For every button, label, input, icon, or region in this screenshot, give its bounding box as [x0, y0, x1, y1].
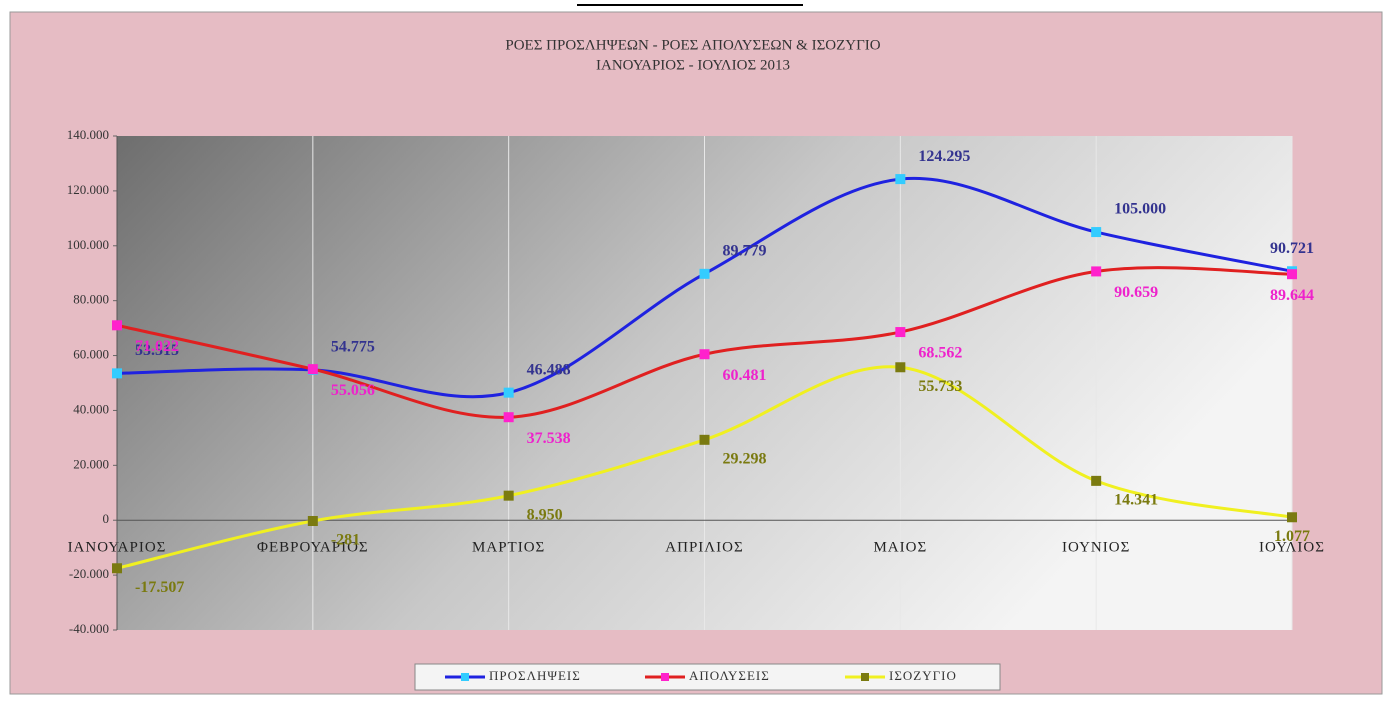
legend — [414, 663, 1001, 691]
data-label: 46.488 — [527, 361, 571, 378]
legend-label: ΙΣΟΖΥΓΙΟ — [889, 668, 957, 683]
data-label: 89.779 — [723, 243, 767, 260]
y-tick-label: -40.000 — [69, 621, 109, 636]
marker — [503, 387, 514, 398]
chart-subtitle: ΙΑΝΟΥΑΡΙΟΣ - ΙΟΥΛΙΟΣ 2013 — [596, 57, 790, 73]
marker — [503, 490, 514, 501]
y-tick-label: 100.000 — [67, 237, 109, 252]
marker — [699, 349, 710, 360]
marker — [307, 364, 318, 375]
marker — [895, 362, 906, 373]
y-tick-label: 60.000 — [73, 347, 109, 362]
data-label: 89.644 — [1270, 287, 1314, 304]
marker — [1287, 512, 1297, 523]
data-label: 90.721 — [1270, 240, 1314, 257]
marker — [1287, 269, 1297, 280]
marker — [503, 412, 514, 423]
y-tick-label: -20.000 — [69, 566, 109, 581]
x-tick-label: ΑΠΡΙΛΙΟΣ — [665, 540, 743, 556]
data-label: 105.000 — [1114, 201, 1166, 218]
marker — [112, 563, 122, 574]
data-label: 54.775 — [331, 339, 375, 356]
y-tick-label: 140.000 — [67, 127, 109, 142]
marker — [895, 327, 906, 338]
marker — [1091, 227, 1102, 238]
marker — [1091, 475, 1102, 486]
data-label: -281 — [331, 532, 360, 549]
x-tick-label: ΙΟΥΝΙΟΣ — [1062, 540, 1130, 556]
y-tick-label: 20.000 — [73, 456, 109, 471]
data-label: 60.481 — [723, 367, 767, 384]
x-tick-label: ΜΑΙΟΣ — [873, 540, 927, 556]
marker — [895, 174, 906, 185]
chart-title: ΡΟΕΣ ΠΡΟΣΛΗΨΕΩΝ - ΡΟΕΣ ΑΠΟΛΥΣΕΩΝ & ΙΣΟΖΥ… — [505, 37, 880, 53]
legend-marker — [861, 673, 869, 681]
y-tick-label: 0 — [103, 511, 110, 526]
x-tick-label: ΜΑΡΤΙΟΣ — [472, 540, 545, 556]
marker — [1091, 266, 1102, 277]
data-label: 124.295 — [918, 148, 970, 165]
marker — [112, 368, 122, 379]
data-label: 55.733 — [918, 378, 962, 395]
data-label: 37.538 — [527, 430, 571, 447]
data-label: 71.022 — [135, 338, 179, 355]
x-tick-label: ΙΟΥΛΙΟΣ — [1259, 540, 1325, 556]
marker — [699, 268, 710, 279]
y-tick-label: 120.000 — [67, 182, 109, 197]
legend-label: ΑΠΟΛΥΣΕΙΣ — [689, 668, 770, 683]
marker — [699, 434, 710, 445]
data-label: 29.298 — [723, 450, 767, 467]
legend-marker — [661, 673, 669, 681]
x-tick-label: ΦΕΒΡΟΥΑΡΙΟΣ — [257, 540, 369, 556]
marker — [112, 320, 122, 331]
data-label: 8.950 — [527, 506, 563, 523]
data-label: 53.515 — [135, 342, 179, 359]
legend-marker — [461, 673, 469, 681]
data-label: 1.077 — [1274, 528, 1310, 545]
data-label: 68.562 — [918, 345, 962, 362]
legend-label: ΠΡΟΣΛΗΨΕΙΣ — [489, 668, 581, 683]
y-tick-label: 40.000 — [73, 401, 109, 416]
marker — [307, 515, 318, 526]
data-label: 55.056 — [331, 382, 375, 399]
data-label: 90.659 — [1114, 284, 1158, 301]
data-label: -17.507 — [135, 579, 184, 596]
data-label: 14.341 — [1114, 492, 1158, 509]
y-tick-label: 80.000 — [73, 292, 109, 307]
